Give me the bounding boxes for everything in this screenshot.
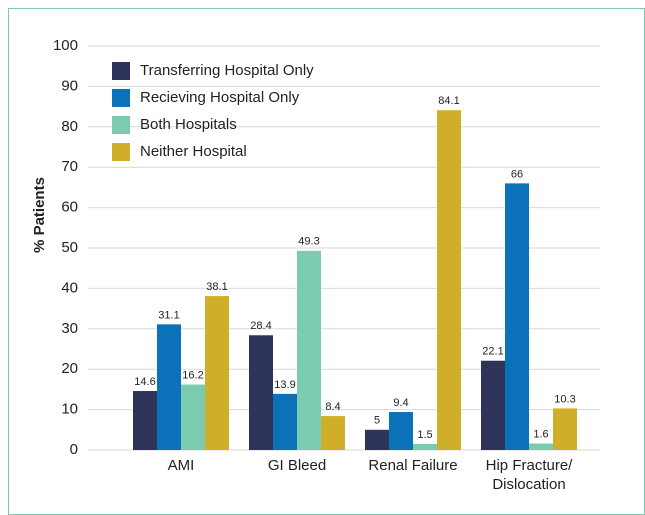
bar: [181, 384, 205, 450]
bar: [365, 429, 389, 450]
y-tick-label: 50: [61, 239, 78, 256]
bar: [389, 412, 413, 450]
value-label: 5: [374, 415, 380, 427]
bar: [553, 408, 577, 450]
legend-label: Neither Hospital: [140, 143, 247, 160]
bar: [413, 443, 437, 450]
x-tick-label: Hip Fracture/Dislocation: [486, 457, 574, 493]
bar: [205, 296, 229, 450]
legend-swatch: [112, 116, 130, 134]
y-tick-label: 80: [61, 118, 78, 135]
y-tick-label: 100: [53, 37, 78, 54]
value-label: 22.1: [482, 346, 503, 358]
y-tick-label: 0: [70, 441, 78, 458]
legend-swatch: [112, 89, 130, 107]
y-tick-label: 60: [61, 199, 78, 216]
value-label: 8.4: [325, 401, 340, 413]
value-label: 13.9: [274, 379, 295, 391]
value-label: 49.3: [298, 236, 319, 248]
y-tick-label: 10: [61, 401, 78, 418]
x-tick-label: AMI: [168, 457, 195, 474]
bar: [133, 391, 157, 450]
value-label: 14.6: [134, 376, 155, 388]
y-tick-label: 40: [61, 279, 78, 296]
value-label: 66: [511, 168, 523, 180]
bar: [505, 183, 529, 451]
value-label: 38.1: [206, 281, 227, 293]
bar: [529, 443, 553, 450]
value-label: 9.4: [393, 397, 408, 409]
value-label: 1.5: [417, 429, 432, 441]
bar: [297, 250, 321, 450]
value-label: 84.1: [438, 95, 459, 107]
bar: [437, 110, 461, 451]
x-tick-label: Renal Failure: [368, 457, 457, 474]
legend-label: Both Hospitals: [140, 116, 237, 133]
bar: [249, 335, 273, 450]
bar: [321, 416, 345, 450]
legend-label: Recieving Hospital Only: [140, 89, 300, 106]
bar: [273, 393, 297, 450]
y-tick-label: 20: [61, 360, 78, 377]
y-axis-label: % Patients: [31, 177, 48, 253]
value-label: 28.4: [250, 320, 271, 332]
value-label: 1.6: [533, 428, 548, 440]
value-label: 31.1: [158, 309, 179, 321]
y-tick-label: 70: [61, 158, 78, 175]
y-tick-label: 30: [61, 320, 78, 337]
legend-swatch: [112, 143, 130, 161]
value-label: 10.3: [554, 393, 575, 405]
value-label: 16.2: [182, 369, 203, 381]
legend-swatch: [112, 62, 130, 80]
legend-label: Transferring Hospital Only: [140, 62, 314, 79]
x-tick-label: GI Bleed: [268, 457, 326, 474]
bar: [157, 324, 181, 450]
bar: [481, 360, 505, 450]
y-tick-label: 90: [61, 77, 78, 94]
